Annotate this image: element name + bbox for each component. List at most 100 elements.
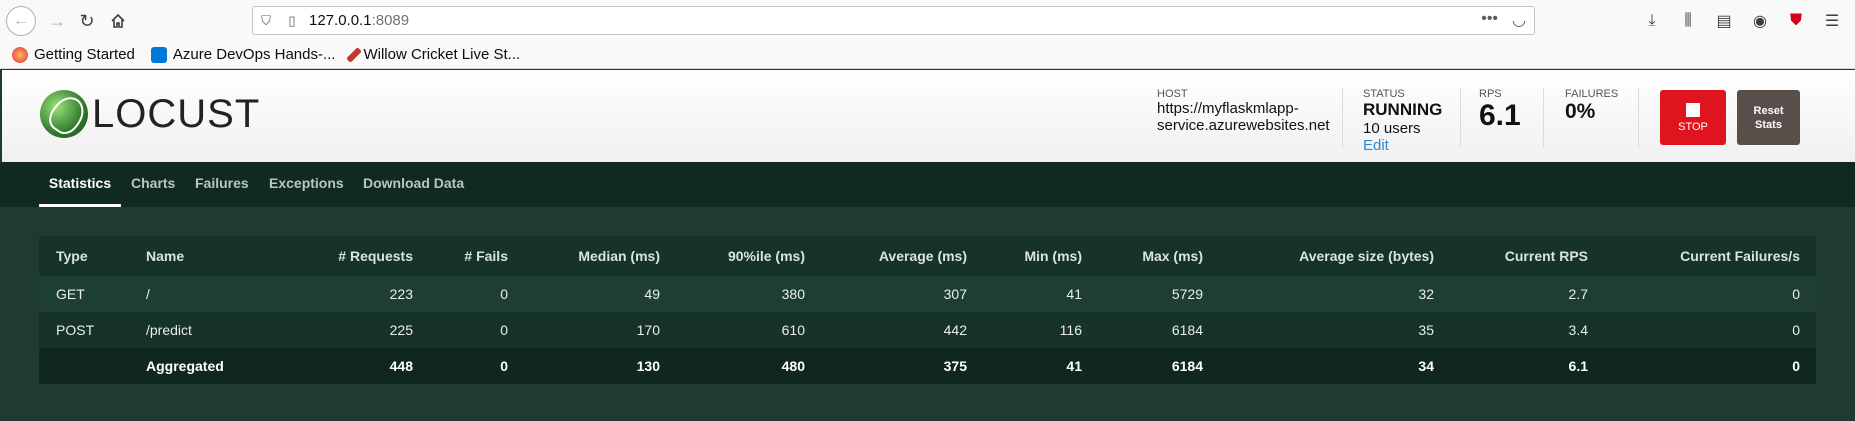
host-label: HOST (1157, 88, 1188, 100)
cell-average[interactable]: Average (ms) (878, 248, 967, 264)
arrow-right-icon: → (48, 10, 66, 31)
firefox-icon (12, 46, 28, 63)
reset-stats-button[interactable]: Reset Stats (1737, 90, 1800, 145)
cell-avg-size[interactable]: Average size (bytes) (1299, 248, 1434, 264)
cell-min: 116 (1059, 322, 1082, 338)
cell-median[interactable]: Median (ms) (578, 248, 660, 264)
cell-current-failures: 0 (1792, 286, 1800, 302)
home-button[interactable] (103, 6, 133, 36)
cell-requests: 223 (389, 286, 413, 302)
cell-avg-size: 32 (1418, 286, 1434, 302)
tab-download-data[interactable]: Download Data (363, 162, 464, 207)
table-row: POST/predict 225 0 170 610 442 116 6184 35 3.4 0 (39, 312, 1816, 348)
cell-max: 6184 (1171, 358, 1203, 374)
page-icon: ▯ (288, 12, 296, 28)
tab-label: Failures (195, 175, 249, 191)
edit-link[interactable]: Edit (1363, 137, 1389, 154)
cell-type: POST (56, 322, 95, 338)
host-value: https://myflaskmlapp-service.azurewebsit… (1157, 100, 1330, 134)
cell-max: 6184 (1171, 322, 1203, 338)
divider (1638, 88, 1639, 148)
cell-requests[interactable]: # Requests (338, 248, 413, 264)
stop-button[interactable]: STOP (1660, 90, 1726, 145)
extension-shield-icon[interactable]: ⛊ (1789, 12, 1802, 29)
cell-current-failures: 0 (1792, 322, 1800, 338)
reset-label: Reset Stats (1753, 104, 1784, 131)
cell-name: Aggregated (146, 358, 224, 374)
cell-average: 375 (943, 358, 967, 374)
tab-label: Charts (131, 175, 176, 191)
rps-info: RPS 6.1 (1479, 88, 1521, 132)
locust-logo-icon (40, 90, 88, 138)
tab-statistics[interactable]: Statistics (39, 162, 121, 207)
cell-avg-size: 34 (1418, 358, 1434, 374)
stop-label: STOP (1678, 120, 1708, 133)
failures-info: FAILURES 0% (1565, 88, 1618, 124)
cell-type[interactable]: Type (56, 248, 88, 264)
bookmark-label: Willow Cricket Live St... (363, 46, 521, 63)
tab-label: Statistics (48, 175, 112, 191)
cell-average: 307 (943, 286, 967, 302)
menu-icon[interactable]: ☰ (1824, 13, 1840, 30)
bookmark-label: Getting Started (34, 46, 135, 63)
table-row: GET / 223 0 49 380 307 41 5729 32 2.7 0 (39, 276, 1816, 312)
forward-button[interactable]: → (42, 6, 72, 36)
tab-label: Download Data (363, 175, 465, 191)
cell-max[interactable]: Max (ms) (1142, 248, 1203, 264)
bookmark-azure-devops[interactable]: Azure DevOps Hands-... (150, 46, 336, 63)
url-host: 127.0.0.1 (309, 12, 372, 29)
cell-name[interactable]: Name (146, 248, 185, 264)
tab-bar: Statistics Charts Failures Exceptions Do… (0, 162, 1855, 207)
logo-text: LOCUST (92, 91, 261, 136)
rps-label: RPS (1479, 88, 1502, 100)
cell-current-rps: 6.1 (1568, 358, 1588, 374)
locust-header: LOCUST HOST https://myflaskmlapp-service… (2, 70, 1855, 162)
cell-current-failures: 0 (1792, 358, 1800, 374)
cell-name: / (146, 286, 150, 302)
tab-charts[interactable]: Charts (131, 162, 175, 207)
pocket-icon[interactable]: ◡ (1512, 12, 1526, 29)
table-header: Type Name # Requests # Fails Median (ms) 90%i… (39, 236, 1816, 276)
cell-p90: 480 (781, 358, 805, 374)
bookmark-label: Azure DevOps Hands-... (172, 46, 336, 63)
cell-type: GET (56, 286, 85, 302)
cell-current-rps: 3.4 (1568, 322, 1588, 338)
cricket-icon (346, 46, 363, 63)
cell-fails: 0 (500, 286, 508, 302)
arrow-left-icon: ← (13, 12, 29, 29)
cell-median: 170 (636, 322, 660, 338)
cell-fails: 0 (500, 358, 508, 374)
tab-failures[interactable]: Failures (195, 162, 249, 207)
library-icon[interactable]: ⫼ (1684, 12, 1692, 29)
cell-p90[interactable]: 90%ile (ms) (727, 248, 805, 264)
sidebar-icon[interactable]: ▤ (1716, 13, 1732, 30)
locust-logo[interactable]: LOCUST (40, 90, 260, 138)
address-bar[interactable]: ⛉ ▯ 127.0.0.1:8089 ••• ◡ (252, 6, 1535, 35)
stop-icon (1686, 102, 1700, 117)
rps-value: 6.1 (1479, 99, 1521, 132)
cell-current-failures[interactable]: Current Failures/s (1680, 248, 1800, 264)
status-info: STATUS RUNNING 10 users Edit (1363, 88, 1442, 154)
divider (1460, 88, 1461, 148)
bookmark-getting-started[interactable]: Getting Started (12, 46, 135, 63)
cell-min[interactable]: Min (ms) (1024, 248, 1082, 264)
cell-fails[interactable]: # Fails (464, 248, 508, 264)
account-icon[interactable]: ◉ (1753, 13, 1767, 30)
downloads-icon[interactable]: ⤓ (1648, 12, 1656, 29)
cell-min: 41 (1066, 286, 1082, 302)
cell-current-rps[interactable]: Current RPS (1504, 248, 1588, 264)
more-actions-icon[interactable]: ••• (1481, 10, 1499, 27)
tab-label: Exceptions (269, 175, 344, 191)
shield-icon[interactable]: ⛉ (261, 12, 271, 28)
divider (1342, 88, 1343, 148)
cell-min: 41 (1066, 358, 1082, 374)
back-button[interactable]: ← (6, 6, 36, 36)
divider (1543, 88, 1544, 148)
tab-exceptions[interactable]: Exceptions (269, 162, 344, 207)
reload-button[interactable]: ↻ (72, 6, 102, 36)
cell-requests: 225 (389, 322, 413, 338)
cell-fails: 0 (500, 322, 508, 338)
cell-avg-size: 35 (1418, 322, 1434, 338)
url-text[interactable]: 127.0.0.1:8089 (309, 12, 409, 29)
bookmark-willow-cricket[interactable]: Willow Cricket Live St... (346, 46, 521, 63)
